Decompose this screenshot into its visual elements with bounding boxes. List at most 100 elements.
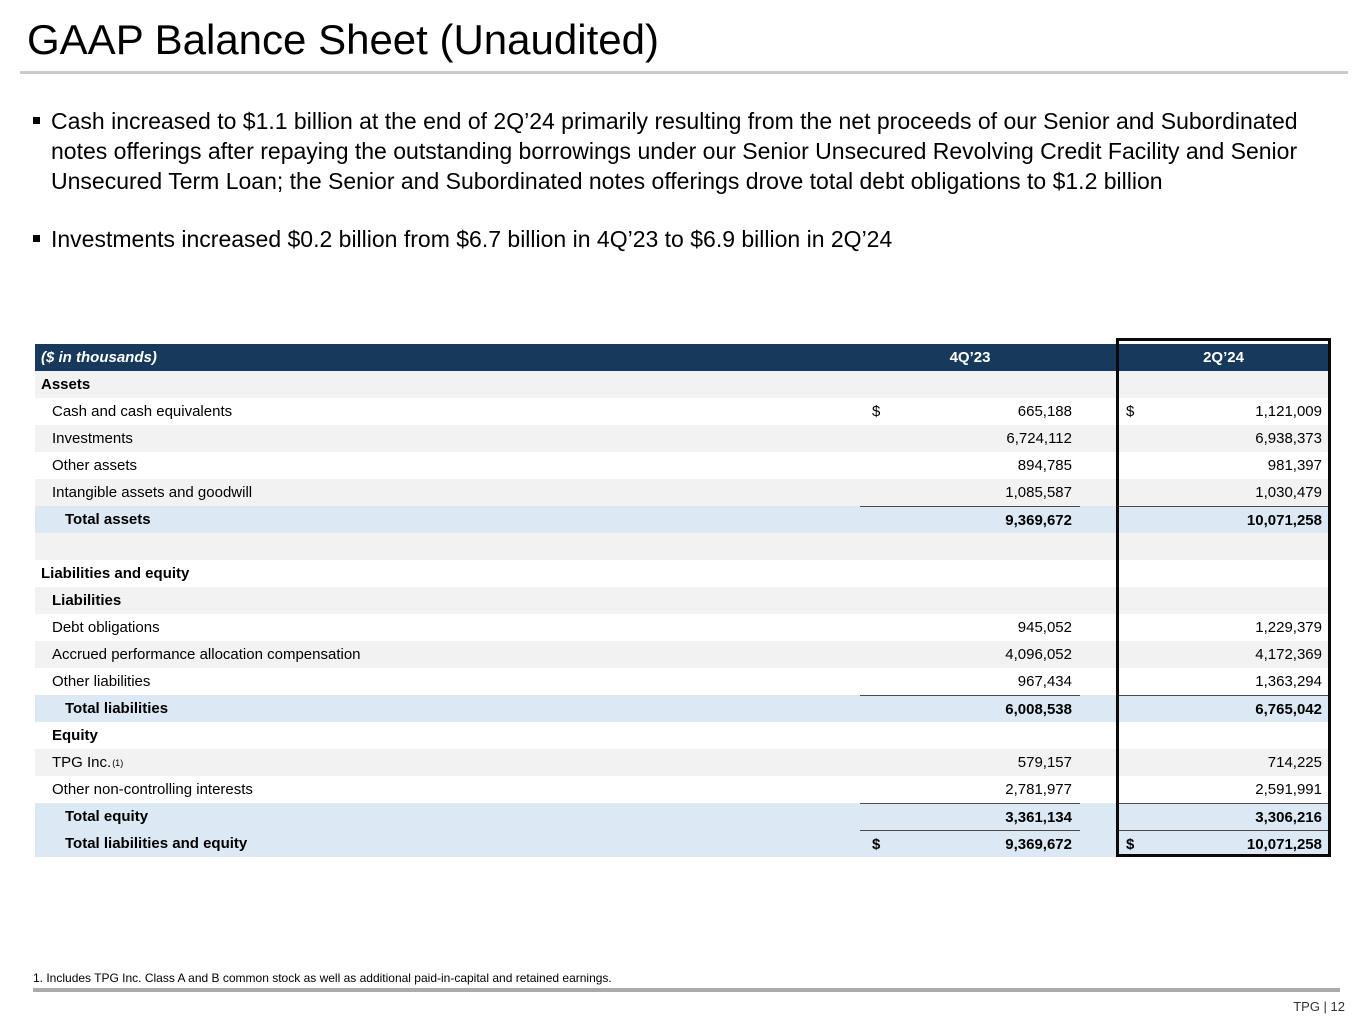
currency-symbol: $ bbox=[872, 403, 881, 420]
amount-value: 981,397 bbox=[1267, 457, 1322, 474]
amount-cell: 6,765,042 bbox=[1117, 695, 1330, 722]
bullet-square-icon bbox=[33, 117, 40, 124]
table-row: Equity bbox=[35, 722, 1330, 749]
units-header: ($ in thousands) bbox=[41, 349, 157, 366]
amount-value: 4,096,052 bbox=[1005, 646, 1072, 663]
row-label: Other liabilities bbox=[52, 673, 151, 690]
amount-value: 2,781,977 bbox=[1005, 781, 1072, 798]
spacer-cell bbox=[1080, 803, 1117, 830]
amount-value: 6,765,042 bbox=[1255, 700, 1322, 718]
spacer-cell bbox=[1080, 830, 1117, 857]
spacer-cell bbox=[1080, 614, 1117, 641]
amount-cell bbox=[1117, 722, 1330, 749]
row-label: Total liabilities bbox=[65, 700, 169, 717]
spacer-cell bbox=[1080, 371, 1117, 398]
spacer-cell bbox=[1080, 641, 1117, 668]
table-header-row: ($ in thousands) 4Q’23 2Q’24 bbox=[35, 344, 1330, 371]
table-row: Total equity 3,361,134 3,306,216 bbox=[35, 803, 1330, 830]
row-label bbox=[35, 533, 860, 560]
table-row: Assets bbox=[35, 371, 1330, 398]
amount-cell: 4,172,369 bbox=[1117, 641, 1330, 668]
spacer-cell bbox=[1080, 506, 1117, 533]
currency-symbol: $ bbox=[872, 835, 881, 853]
bullet-text: Investments increased $0.2 billion from … bbox=[51, 226, 893, 252]
amount-value: 3,306,216 bbox=[1255, 808, 1322, 826]
spacer-cell bbox=[1080, 587, 1117, 614]
amount-cell: 3,361,134 bbox=[860, 803, 1080, 830]
bullet-list: Cash increased to $1.1 billion at the en… bbox=[33, 106, 1351, 282]
row-label: Liabilities and equity bbox=[41, 565, 190, 582]
balance-sheet-table: ($ in thousands) 4Q’23 2Q’24 Assets Cash … bbox=[35, 344, 1330, 857]
spacer-cell bbox=[1080, 452, 1117, 479]
row-label: TPG Inc. (1) bbox=[52, 754, 124, 771]
amount-value: 1,121,009 bbox=[1255, 403, 1322, 420]
amount-cell: $665,188 bbox=[860, 398, 1080, 425]
row-label: Total liabilities and equity bbox=[65, 835, 248, 852]
amount-cell: 894,785 bbox=[860, 452, 1080, 479]
amount-cell: $10,071,258 bbox=[1117, 830, 1330, 857]
spacer-cell bbox=[1080, 722, 1117, 749]
row-label: Equity bbox=[52, 727, 98, 744]
row-label: Assets bbox=[41, 376, 91, 393]
title-divider bbox=[20, 71, 1348, 74]
table-row: Total assets 9,369,672 10,071,258 bbox=[35, 506, 1330, 533]
spacer-cell bbox=[1080, 695, 1117, 722]
row-label: Liabilities bbox=[52, 592, 122, 609]
amount-value: 9,369,672 bbox=[1005, 835, 1072, 853]
bullet-text: Cash increased to $1.1 billion at the en… bbox=[51, 108, 1298, 194]
table-row: Investments 6,724,112 6,938,373 bbox=[35, 425, 1330, 452]
spacer-cell bbox=[1080, 749, 1117, 776]
row-label: Other non-controlling interests bbox=[52, 781, 253, 798]
amount-cell bbox=[1117, 371, 1330, 398]
amount-value: 10,071,258 bbox=[1246, 511, 1322, 529]
amount-cell: 1,085,587 bbox=[860, 479, 1080, 506]
amount-cell bbox=[1117, 587, 1330, 614]
amount-cell: 2,591,991 bbox=[1117, 776, 1330, 803]
amount-value: 6,008,538 bbox=[1005, 700, 1072, 718]
spacer-cell bbox=[1080, 776, 1117, 803]
spacer-cell bbox=[1080, 533, 1117, 560]
amount-value: 2,591,991 bbox=[1255, 781, 1322, 798]
amount-cell: 2,781,977 bbox=[860, 776, 1080, 803]
amount-value: 1,085,587 bbox=[1005, 484, 1072, 501]
amount-cell bbox=[860, 722, 1080, 749]
amount-value: 945,052 bbox=[1017, 619, 1072, 636]
amount-value: 6,938,373 bbox=[1255, 430, 1322, 447]
table-body: Assets Cash and cash equivalents $665,188 $… bbox=[35, 371, 1330, 857]
row-label: Total equity bbox=[65, 808, 149, 825]
amount-cell: 6,008,538 bbox=[860, 695, 1080, 722]
table-row: TPG Inc. (1) 579,157 714,225 bbox=[35, 749, 1330, 776]
amount-value: 714,225 bbox=[1267, 754, 1322, 771]
amount-cell: 9,369,672 bbox=[860, 506, 1080, 533]
amount-cell bbox=[1117, 533, 1330, 560]
amount-value: 579,157 bbox=[1017, 754, 1072, 771]
amount-value: 4,172,369 bbox=[1255, 646, 1322, 663]
amount-cell: 714,225 bbox=[1117, 749, 1330, 776]
amount-cell: $9,369,672 bbox=[860, 830, 1080, 857]
column-header-4q23: 4Q’23 bbox=[949, 349, 991, 366]
amount-value: 665,188 bbox=[1017, 403, 1072, 420]
amount-value: 894,785 bbox=[1017, 457, 1072, 474]
spacer-cell bbox=[1080, 398, 1117, 425]
amount-cell: 579,157 bbox=[860, 749, 1080, 776]
page-title: GAAP Balance Sheet (Unaudited) bbox=[27, 16, 659, 63]
amount-value: 1,363,294 bbox=[1255, 673, 1322, 690]
bullet-item: Investments increased $0.2 billion from … bbox=[33, 224, 1351, 254]
table-row: Liabilities and equity bbox=[35, 560, 1330, 587]
amount-value: 1,229,379 bbox=[1255, 619, 1322, 636]
table-row: Cash and cash equivalents $665,188 $1,121,… bbox=[35, 398, 1330, 425]
amount-cell: 3,306,216 bbox=[1117, 803, 1330, 830]
footer-divider bbox=[33, 988, 1340, 992]
amount-cell bbox=[860, 533, 1080, 560]
row-label: Debt obligations bbox=[52, 619, 160, 636]
table-row: Liabilities bbox=[35, 587, 1330, 614]
row-label: Investments bbox=[52, 430, 133, 447]
amount-cell: $1,121,009 bbox=[1117, 398, 1330, 425]
table-row: Total liabilities 6,008,538 6,765,042 bbox=[35, 695, 1330, 722]
amount-cell bbox=[860, 371, 1080, 398]
amount-cell bbox=[860, 560, 1080, 587]
amount-cell: 6,724,112 bbox=[860, 425, 1080, 452]
footnote: 1. Includes TPG Inc. Class A and B commo… bbox=[33, 971, 612, 985]
currency-symbol: $ bbox=[1126, 835, 1135, 853]
bullet-item: Cash increased to $1.1 billion at the en… bbox=[33, 106, 1351, 196]
